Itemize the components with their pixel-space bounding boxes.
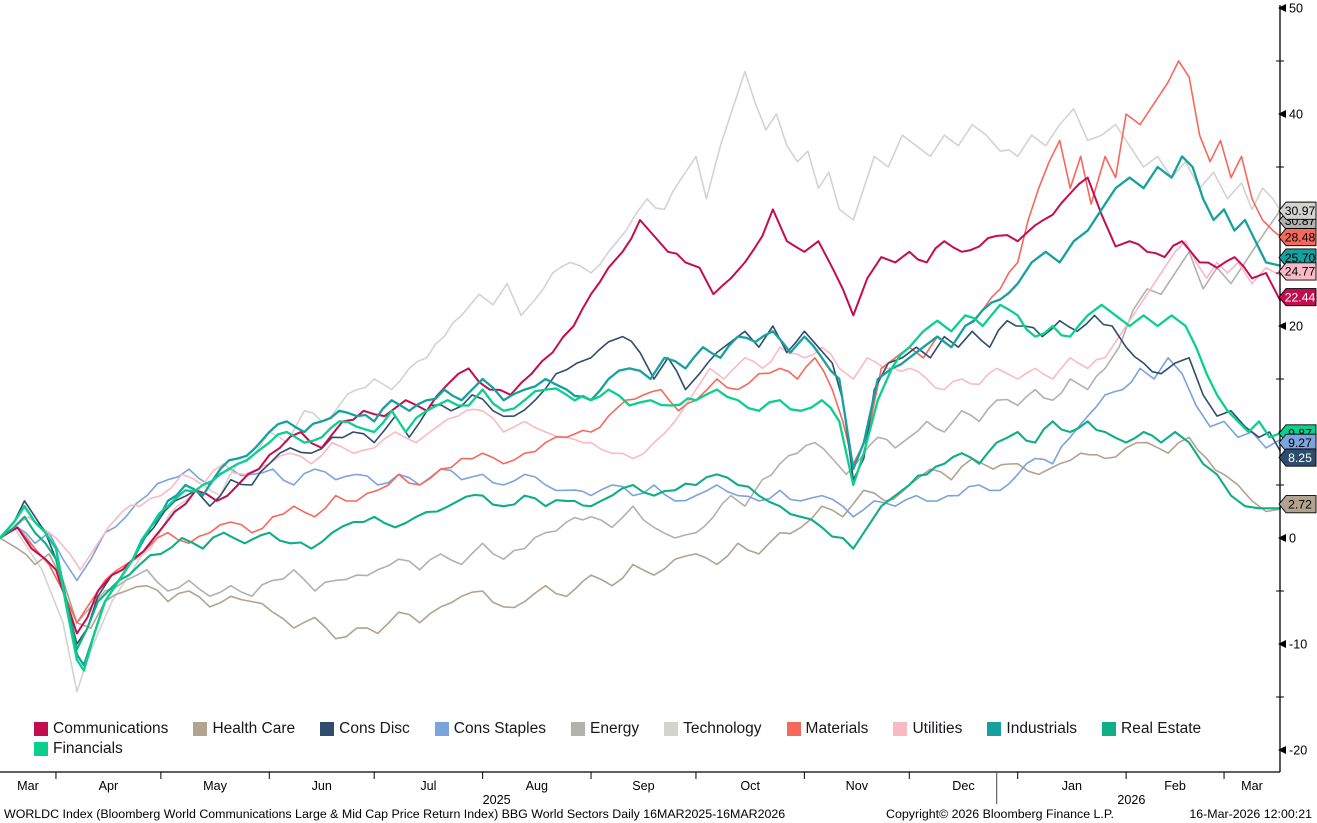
legend-label: Materials	[805, 720, 869, 737]
price-tag-communications: 22.44	[1278, 288, 1317, 307]
price-tag-shape	[1278, 201, 1317, 220]
legend-item-consstaples[interactable]: Cons Staples	[434, 719, 546, 738]
x-month-label: Aug	[526, 779, 548, 793]
y-tick-label: 40	[1289, 108, 1303, 122]
series-line-healthcare	[0, 436, 1281, 640]
y-major-tick-arrow	[1278, 534, 1286, 542]
price-tag-value: 22.44	[1285, 290, 1316, 304]
x-month-label: Dec	[952, 779, 974, 793]
price-tag-value: 9.27	[1288, 436, 1312, 450]
legend-item-industrials[interactable]: Industrials	[987, 719, 1077, 738]
series-line-utilities	[0, 240, 1281, 571]
price-tag-shape	[1278, 228, 1317, 247]
x-month-label: Jun	[312, 779, 332, 793]
footer-index-description: WORLDC Index (Bloomberg World Communicat…	[4, 807, 786, 821]
series-line-industrials	[0, 155, 1281, 667]
series-line-technology	[0, 70, 1281, 693]
series-line-materials	[0, 60, 1281, 624]
legend-label: Communications	[53, 720, 169, 737]
x-month-label: Jan	[1062, 779, 1082, 793]
y-major-tick-arrow	[1278, 110, 1286, 118]
x-month-label: Nov	[846, 779, 869, 793]
legend-item-utilities[interactable]: Utilities	[893, 719, 962, 738]
price-tag-value: 28.48	[1285, 230, 1316, 244]
series-line-consstaples	[0, 356, 1281, 582]
y-tick-label: -20	[1289, 744, 1307, 758]
legend-label: Utilities	[912, 720, 963, 737]
footer-copyright: Copyright© 2026 Bloomberg Finance L.P.	[886, 807, 1114, 821]
price-tag-healthcare: 2.72	[1278, 495, 1317, 514]
price-tag-value: 25.70	[1285, 251, 1316, 265]
x-year-label: 2026	[1117, 793, 1145, 807]
series-line-consdisc	[0, 314, 1281, 645]
x-month-label: Apr	[99, 779, 119, 793]
legend-label: Cons Disc	[339, 720, 410, 737]
price-tag-value: 8.25	[1288, 451, 1312, 465]
legend-item-healthcare[interactable]: Health Care	[193, 719, 295, 738]
legend-item-financials[interactable]: Financials	[34, 739, 123, 758]
legend-swatch-technology	[664, 721, 679, 736]
legend-label: Real Estate	[1121, 720, 1202, 737]
y-tick-label: 50	[1289, 2, 1303, 16]
x-year-label: 2025	[483, 793, 511, 807]
legend-swatch-consstaples	[434, 721, 449, 736]
x-month-label: Sep	[632, 779, 654, 793]
price-tag-value: 30.97	[1285, 204, 1316, 218]
legend-swatch-industrials	[987, 721, 1002, 736]
price-tag-utilities: 24.77	[1278, 262, 1317, 281]
x-month-label: Mar	[17, 779, 39, 793]
legend-item-consdisc[interactable]: Cons Disc	[320, 719, 410, 738]
legend-label: Health Care	[212, 720, 296, 737]
x-month-label: Feb	[1164, 779, 1186, 793]
series-line-communications	[0, 176, 1281, 635]
x-month-label: Mar	[1241, 779, 1263, 793]
legend-item-communications[interactable]: Communications	[34, 719, 168, 738]
legend-swatch-communications	[34, 721, 48, 736]
series-line-energy	[0, 210, 1281, 624]
price-tag-shape	[1278, 262, 1317, 281]
price-tag-shape	[1278, 495, 1317, 514]
legend-swatch-energy	[571, 721, 585, 736]
legend-swatch-financials	[34, 741, 48, 756]
price-tag-shape	[1278, 448, 1317, 467]
legend-swatch-healthcare	[193, 721, 208, 736]
legend-swatch-consdisc	[320, 721, 335, 736]
x-month-label: Jul	[420, 779, 436, 793]
legend-item-realestate[interactable]: Real Estate	[1102, 719, 1201, 738]
price-tag-materials: 28.48	[1278, 228, 1317, 247]
legend-item-energy[interactable]: Energy	[571, 719, 639, 738]
price-tag-value: 2.72	[1288, 497, 1312, 511]
y-major-tick-arrow	[1278, 4, 1286, 12]
legend-item-materials[interactable]: Materials	[786, 719, 869, 738]
footer-timestamp: 16-Mar-2026 12:00:21	[1189, 807, 1312, 821]
price-tag-consdisc: 8.25	[1278, 448, 1317, 467]
y-tick-label: 20	[1289, 320, 1303, 334]
x-month-label: Oct	[740, 779, 760, 793]
footer: WORLDC Index (Bloomberg World Communicat…	[0, 805, 1317, 823]
legend-swatch-realestate	[1102, 721, 1117, 736]
series-lines	[0, 60, 1281, 693]
legend-label: Industrials	[1006, 720, 1078, 737]
y-major-tick-arrow	[1278, 746, 1286, 754]
legend-swatch-materials	[786, 721, 801, 736]
y-major-tick-arrow	[1278, 640, 1286, 648]
legend-label: Technology	[683, 720, 762, 737]
legend-swatch-utilities	[893, 721, 908, 736]
y-tick-label: 0	[1289, 532, 1296, 546]
x-month-label: May	[203, 779, 227, 793]
price-tag-shape	[1278, 288, 1317, 307]
price-tag-technology: 30.97	[1278, 201, 1317, 220]
legend: Communications Health Care Cons Disc Cons S…	[34, 719, 1278, 758]
legend-label: Energy	[590, 720, 640, 737]
legend-label: Cons Staples	[453, 720, 546, 737]
legend-label: Financials	[53, 740, 123, 757]
y-tick-label: -10	[1289, 638, 1307, 652]
series-line-realestate	[0, 420, 1281, 651]
price-tag-value: 24.77	[1285, 265, 1316, 279]
y-major-tick-arrow	[1278, 322, 1286, 330]
legend-item-technology[interactable]: Technology	[664, 719, 762, 738]
series-line-financials	[0, 303, 1281, 672]
